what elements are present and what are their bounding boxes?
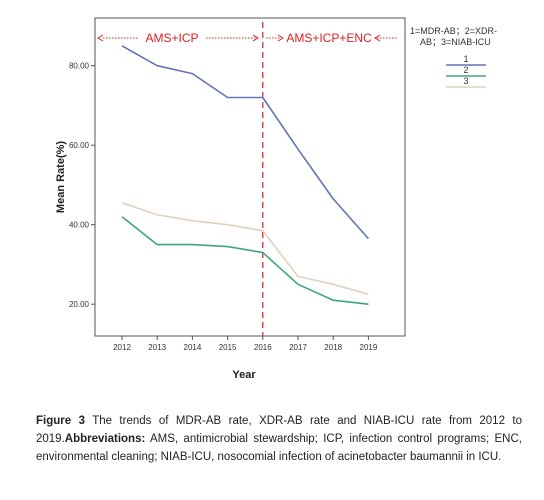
series-line-1 bbox=[121, 45, 369, 240]
caption-text: The trends of MDR-AB rate, XDR-AB rate a… bbox=[36, 415, 522, 445]
x-tick-label: 2012 bbox=[113, 343, 131, 352]
caption-abbreviations-label: Abbreviations: bbox=[64, 433, 146, 445]
x-tick-label: 2016 bbox=[254, 343, 272, 352]
x-tick-label: 2018 bbox=[324, 343, 342, 352]
caption-figure-label: Figure 3 bbox=[36, 415, 85, 427]
series-line-2 bbox=[121, 216, 369, 305]
annotation-label-ams-icp: AMS+ICP bbox=[145, 31, 198, 45]
annotation-ams-icp: AMS+ICP bbox=[97, 31, 259, 45]
legend-label-1: 1 bbox=[463, 54, 468, 64]
figure-caption: Figure 3 The trends of MDR-AB rate, XDR-… bbox=[36, 412, 522, 466]
legend-title-line-1: 1=MDR-AB；2=XDR- bbox=[410, 26, 497, 36]
y-tick-label: 60.00 bbox=[69, 141, 90, 150]
x-axis-title: Year bbox=[232, 369, 256, 381]
legend-label-2: 2 bbox=[463, 65, 468, 75]
x-tick-label: 2015 bbox=[219, 343, 237, 352]
x-tick-label: 2019 bbox=[360, 343, 378, 352]
legend: 1=MDR-AB；2=XDR- AB；3=NIAB-ICU 123 bbox=[410, 26, 497, 88]
y-tick-label: 40.00 bbox=[69, 221, 90, 230]
x-tick-label: 2017 bbox=[289, 343, 307, 352]
x-tick-label: 2013 bbox=[148, 343, 166, 352]
legend-label-3: 3 bbox=[463, 76, 468, 86]
annotation-label-ams-icp-enc: AMS+ICP+ENC bbox=[286, 31, 372, 45]
x-tick-label: 2014 bbox=[184, 343, 202, 352]
annotation-ams-icp-enc: AMS+ICP+ENC bbox=[266, 31, 397, 45]
series-line-3 bbox=[121, 202, 369, 296]
y-axis-title: Mean Rate(%) bbox=[55, 141, 67, 213]
line-chart: 20.00 40.00 60.00 80.00 2012 2013 2014 2015 201… bbox=[55, 17, 497, 381]
caption-abbreviations-text: AMS, antimicrobial stewardship; ICP, inf… bbox=[36, 433, 522, 463]
y-tick-label: 80.00 bbox=[69, 62, 90, 71]
y-tick-label: 20.00 bbox=[69, 300, 90, 309]
legend-title-line-2: AB；3=NIAB-ICU bbox=[420, 37, 491, 47]
plot-frame bbox=[94, 17, 406, 337]
